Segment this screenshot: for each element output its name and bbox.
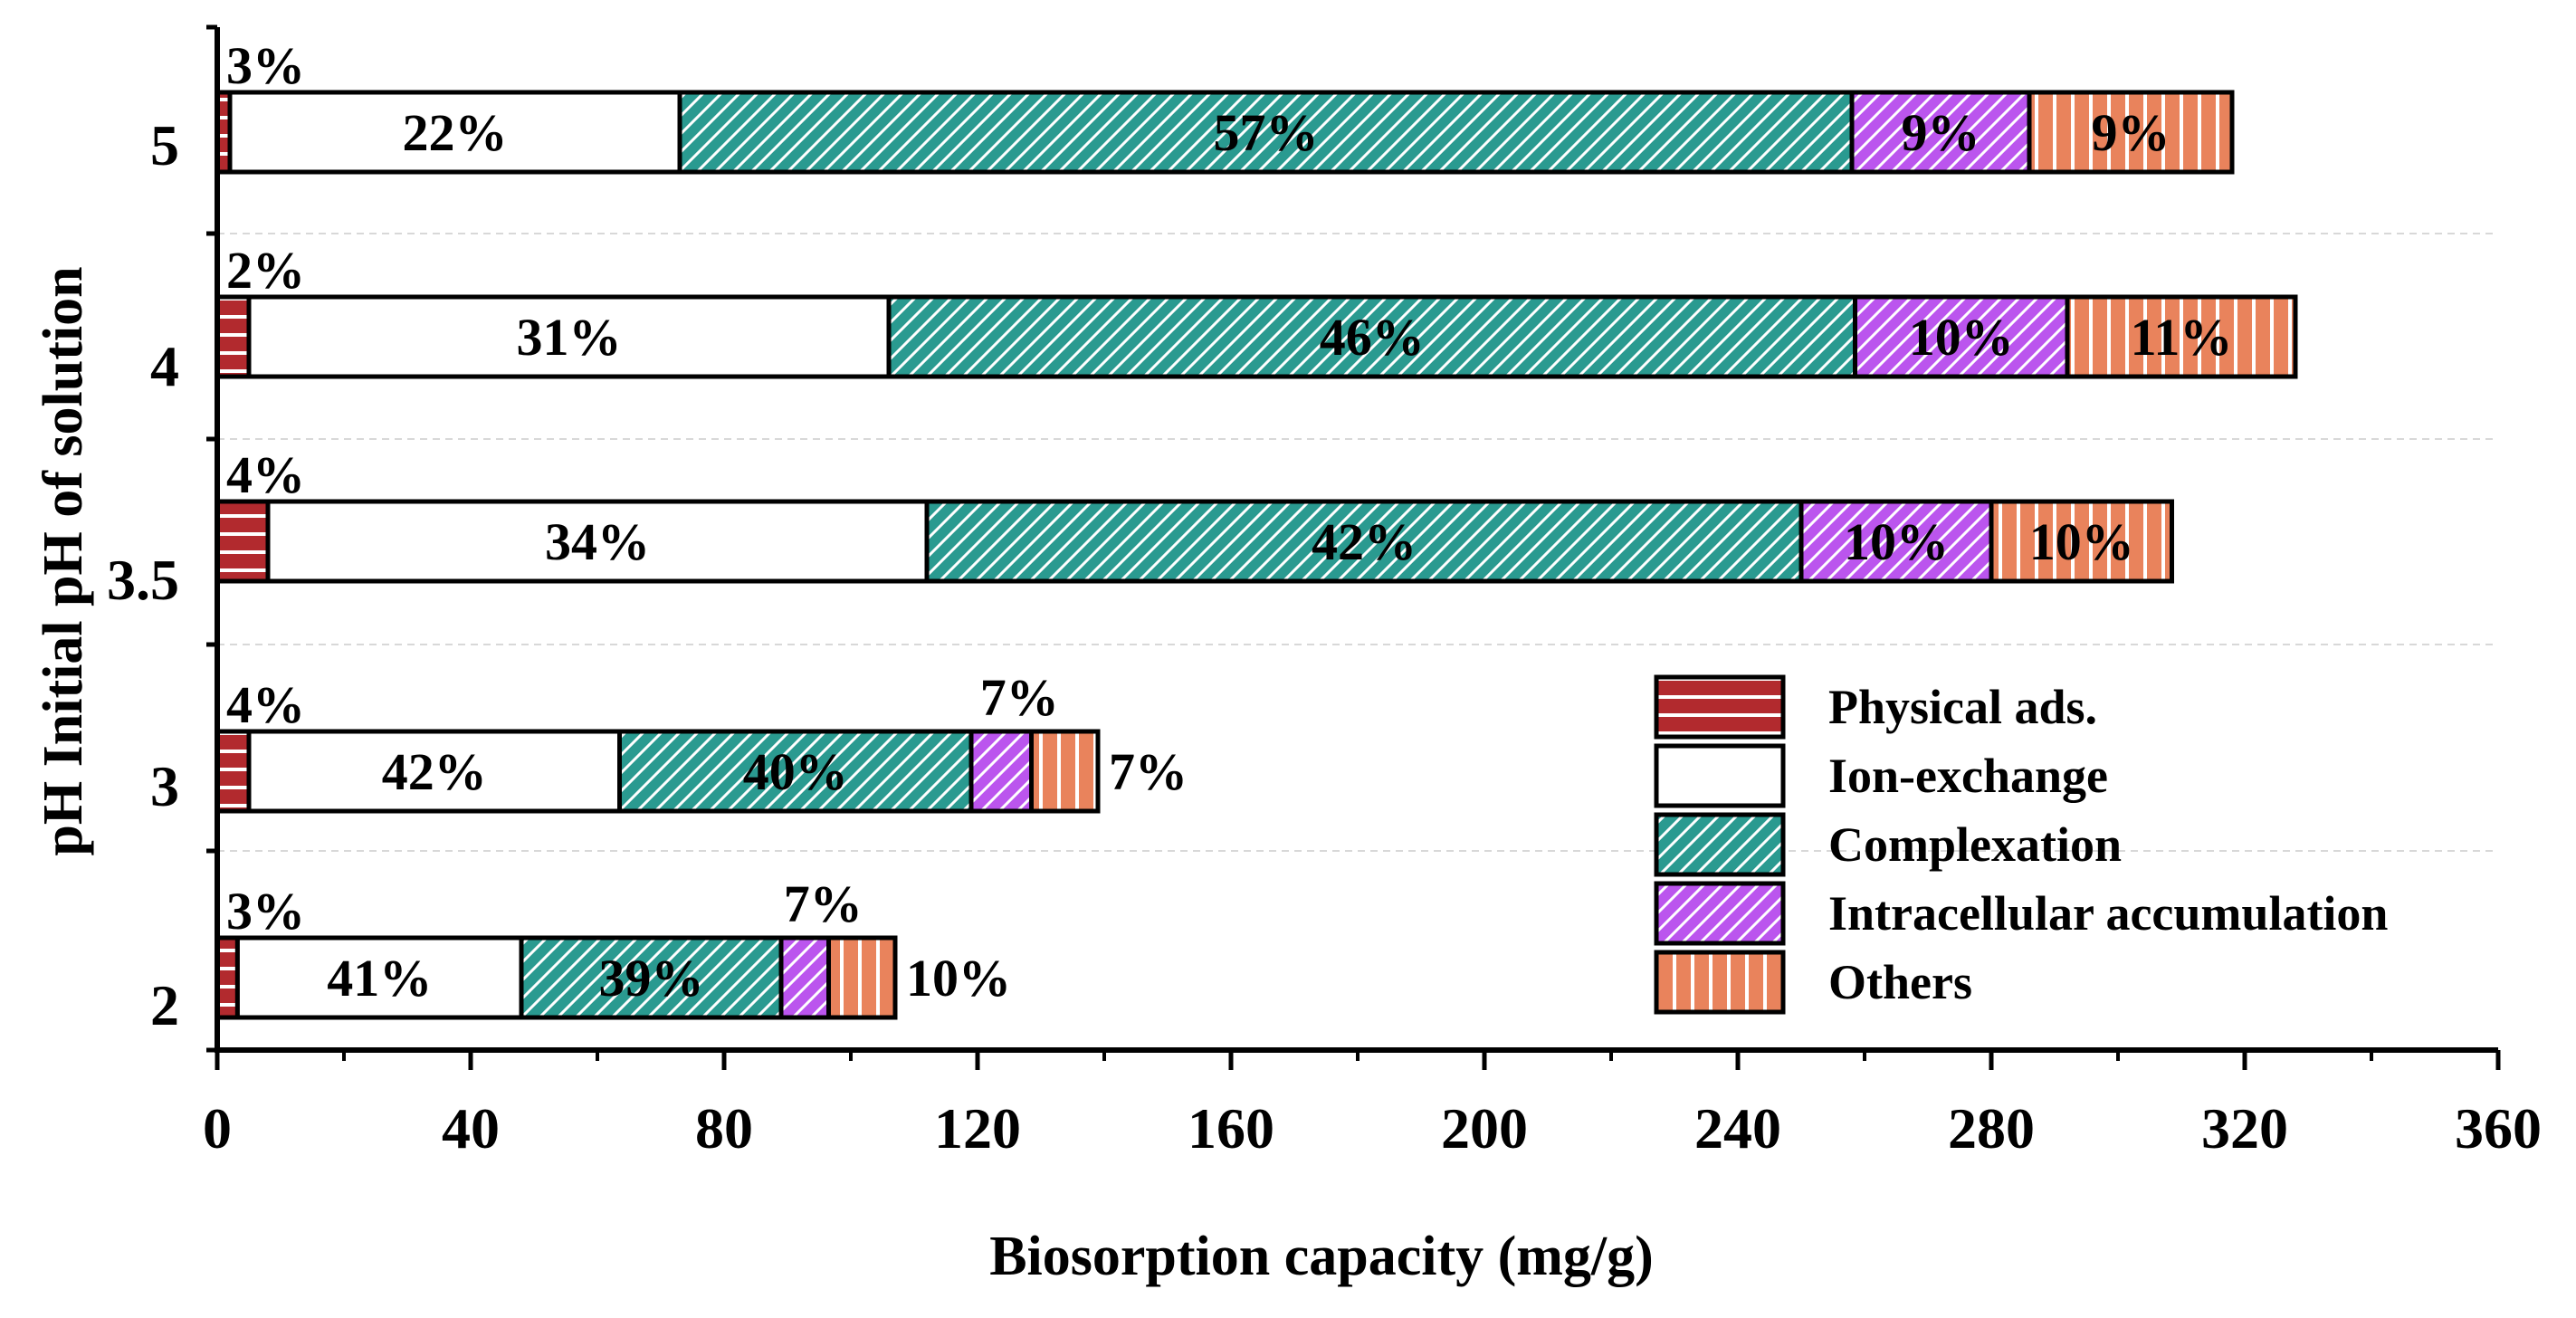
legend-swatch-complexation [1654, 812, 1786, 877]
data-label-intracellular-accumulation-ph-3-5: 10% [1844, 512, 1949, 571]
data-label-physical-ads-ph-4: 2% [226, 241, 305, 300]
legend-swatch-physical-ads [1654, 674, 1786, 740]
data-label-intracellular-accumulation-ph-3: 7% [980, 668, 1059, 727]
data-label-others-ph-4: 11% [2131, 308, 2233, 367]
grid-layer [217, 233, 2498, 852]
x-tick-label: 120 [934, 1096, 1021, 1160]
bar-physical-ads-ph-4 [215, 294, 252, 379]
bar-others-ph-2 [826, 935, 898, 1020]
y-axis-title: pH Initial pH of solution [33, 266, 94, 855]
data-label-physical-ads-ph-3-5: 4% [226, 445, 305, 504]
y-tick-label: 4 [150, 334, 179, 398]
legend-label-complexation: Complexation [1828, 817, 2122, 872]
y-tick-label: 5 [150, 113, 179, 177]
legend: Physical ads. Ion-exchange Complexation Int… [1654, 674, 2388, 1015]
data-label-others-ph-5: 9% [2092, 103, 2171, 162]
data-label-others-ph-3: 7% [1109, 742, 1188, 801]
bar-complexation-ph-3 [617, 729, 974, 814]
x-axis-title: Biosorption capacity (mg/g) [989, 1226, 1654, 1287]
legend-label-intracellular-accumulation: Intracellular accumulation [1828, 886, 2388, 941]
bar-intracellular-accumulation-ph-4 [1853, 294, 2070, 379]
legend-label-others: Others [1828, 955, 1972, 1009]
bar-layer [215, 90, 2298, 1020]
data-label-ion-exchange-ph-2: 41% [327, 949, 432, 1008]
data-label-complexation-ph-4: 46% [1320, 308, 1425, 367]
axis-layer: 0 40 80 120 160 200 240 280 320 360 2 3 3.5 4 5 [107, 24, 2542, 1160]
x-tick-label: 320 [2201, 1096, 2288, 1160]
legend-label-physical-ads: Physical ads. [1828, 680, 2097, 734]
bar-others-ph-5 [2027, 90, 2235, 175]
legend-swatch-ion-exchange [1654, 743, 1786, 808]
y-tick-label: 3 [150, 754, 179, 818]
data-label-complexation-ph-3: 40% [743, 742, 848, 801]
bar-complexation-ph-3-5 [924, 499, 1804, 584]
data-label-ion-exchange-ph-5: 22% [403, 103, 508, 162]
bar-ion-exchange-ph-3 [246, 729, 622, 814]
data-label-physical-ads-ph-3: 4% [226, 675, 305, 734]
data-label-physical-ads-ph-2: 3% [226, 882, 305, 941]
x-tick-label: 360 [2455, 1096, 2542, 1160]
data-label-ion-exchange-ph-3: 42% [382, 742, 487, 801]
bar-physical-ads-ph-3 [215, 729, 252, 814]
x-tick-label: 160 [1188, 1096, 1274, 1160]
data-label-complexation-ph-2: 39% [599, 949, 704, 1008]
data-label-physical-ads-ph-5: 3% [226, 36, 305, 95]
bar-ion-exchange-ph-2 [234, 935, 524, 1020]
data-label-complexation-ph-3-5: 42% [1312, 512, 1417, 571]
data-label-complexation-ph-5: 57% [1214, 103, 1319, 162]
data-label-others-ph-2: 10% [906, 949, 1011, 1008]
x-tick-label: 0 [203, 1096, 232, 1160]
x-tick-label: 40 [442, 1096, 500, 1160]
legend-label-ion-exchange: Ion-exchange [1828, 749, 2108, 803]
legend-swatch-others [1654, 950, 1786, 1015]
bar-others-ph-4 [2065, 294, 2298, 379]
bar-intracellular-accumulation-ph-3 [968, 729, 1034, 814]
data-label-ion-exchange-ph-3-5: 34% [545, 512, 650, 571]
data-label-others-ph-3-5: 10% [2029, 512, 2134, 571]
bar-others-ph-3 [1029, 729, 1101, 814]
y-tick-label: 2 [150, 973, 179, 1037]
bar-ion-exchange-ph-5 [227, 90, 682, 175]
bar-others-ph-3-5 [1989, 499, 2174, 584]
bar-physical-ads-ph-3-5 [215, 499, 271, 584]
data-label-intracellular-accumulation-ph-5: 9% [1902, 103, 1980, 162]
bar-complexation-ph-5 [677, 90, 1855, 175]
label-layer: 3% 41% 39% 7% 10% 4% 42% 40% 7% 7% 4% 34% 42% 10% 10% 2… [226, 36, 2232, 1008]
x-tick-label: 280 [1948, 1096, 2035, 1160]
x-tick-label: 240 [1694, 1096, 1781, 1160]
bar-complexation-ph-4 [886, 294, 1857, 379]
legend-swatch-intracellular-accumulation [1654, 881, 1786, 946]
bar-intracellular-accumulation-ph-2 [778, 935, 831, 1020]
data-label-intracellular-accumulation-ph-4: 10% [1909, 308, 2014, 367]
bar-complexation-ph-2 [519, 935, 784, 1020]
x-tick-label: 80 [695, 1096, 753, 1160]
x-tick-label: 200 [1441, 1096, 1528, 1160]
data-label-ion-exchange-ph-4: 31% [517, 308, 622, 367]
y-tick-label: 3.5 [107, 548, 179, 612]
bar-physical-ads-ph-2 [215, 935, 240, 1020]
data-label-intracellular-accumulation-ph-2: 7% [784, 874, 863, 933]
